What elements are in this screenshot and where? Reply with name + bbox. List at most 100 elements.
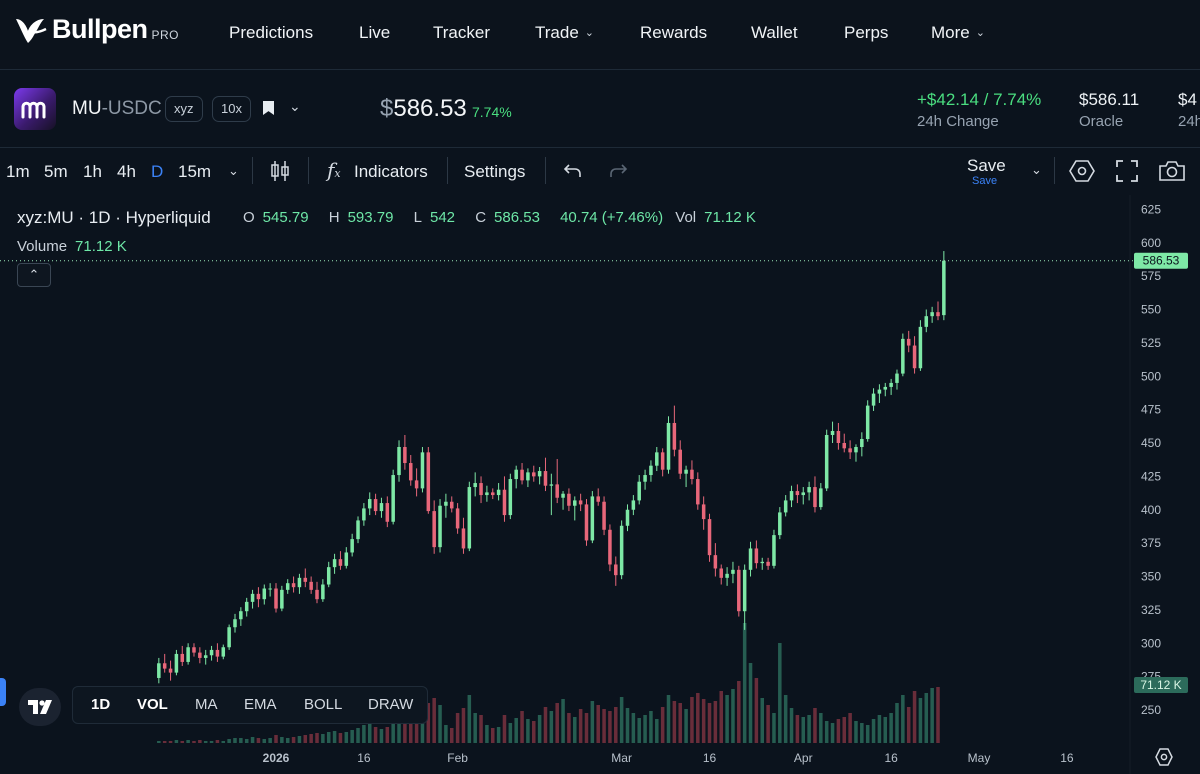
nav-tracker[interactable]: Tracker <box>433 23 490 43</box>
nav-predictions[interactable]: Predictions <box>229 23 313 43</box>
stat-oracle-label: Oracle <box>1079 113 1124 130</box>
candle-body <box>701 504 706 520</box>
chart-settings-icon[interactable] <box>1155 748 1173 766</box>
nav-rewards[interactable]: Rewards <box>640 23 707 43</box>
indicator-vol[interactable]: VOL <box>137 696 168 713</box>
volume-bar <box>385 727 390 743</box>
price-chart[interactable]: 625 600 575 550 525 500 475 450 425 400 375 350 325 3… <box>0 195 1200 774</box>
candle-body <box>877 389 882 394</box>
volume-bar <box>584 713 589 743</box>
candle-body <box>584 504 589 541</box>
candle-body <box>742 569 747 612</box>
volume-bar <box>573 717 577 743</box>
candle-body <box>778 512 782 536</box>
y-axis-tick-label: 350 <box>1141 570 1161 584</box>
nav-wallet[interactable]: Wallet <box>751 23 798 43</box>
volume-bar <box>918 698 923 743</box>
timeframe-1m[interactable]: 1m <box>6 162 30 181</box>
chevron-down-icon: ⌄ <box>584 27 594 39</box>
nav-live[interactable]: Live <box>359 23 390 43</box>
timeframe-1h[interactable]: 1h <box>83 162 102 181</box>
y-axis-tick-label: 300 <box>1141 636 1161 650</box>
nav-more[interactable]: More ⌄ <box>931 23 985 43</box>
indicator-draw[interactable]: DRAW <box>368 696 414 713</box>
y-axis-tick-label: 325 <box>1141 603 1161 617</box>
save-button[interactable]: Save <box>967 156 1006 175</box>
settings-button[interactable]: Settings <box>464 162 526 181</box>
chevron-down-icon[interactable]: ⌄ <box>1031 162 1042 177</box>
volume-bar <box>690 697 694 743</box>
candle-body <box>895 373 899 383</box>
ohlc-open: O 545.79 <box>243 209 317 226</box>
timeframe-4h[interactable]: 4h <box>117 162 136 181</box>
x-axis-tick-label: 16 <box>357 751 371 765</box>
fullscreen-icon[interactable] <box>1116 160 1138 182</box>
bookmark-icon[interactable] <box>263 101 274 115</box>
candle-body <box>748 548 753 570</box>
timeframe-15m[interactable]: 15m <box>178 162 212 181</box>
candle-body <box>936 312 940 317</box>
indicator-boll[interactable]: BOLL <box>304 696 343 713</box>
redo-icon[interactable] <box>608 162 628 180</box>
volume-bar <box>268 738 272 743</box>
trading-pair[interactable]: MU-USDC <box>72 98 162 120</box>
volume-bar <box>731 689 735 743</box>
volume-bar <box>157 741 161 743</box>
volume-bar <box>262 739 267 743</box>
micron-logo-icon <box>14 88 56 130</box>
volume-bar <box>561 699 565 743</box>
candle-body <box>643 475 647 482</box>
nav-label: Tracker <box>433 23 490 42</box>
volume-bar <box>608 711 612 743</box>
volume-bar <box>860 723 864 743</box>
undo-icon[interactable] <box>563 162 583 180</box>
candle-body <box>666 422 671 470</box>
indicator-ma[interactable]: MA <box>195 696 218 713</box>
volume-bar <box>414 718 419 743</box>
candle-body <box>543 471 548 486</box>
side-panel-tab[interactable] <box>0 678 6 706</box>
candle-body <box>854 447 858 453</box>
candle-body <box>315 589 319 600</box>
camera-icon[interactable] <box>1158 159 1186 183</box>
candle-body <box>883 386 888 390</box>
x-axis-tick-label: 2026 <box>263 751 290 765</box>
volume-bar <box>719 691 723 743</box>
volume-bar <box>356 728 360 743</box>
volume-bar <box>713 701 718 743</box>
nav-label: More <box>931 23 970 42</box>
volume-bar <box>707 703 712 743</box>
candle-body <box>162 663 167 669</box>
volume-bar <box>473 713 477 743</box>
stat-24h-volume-label: 24h <box>1178 113 1200 130</box>
volume-bar <box>444 725 448 743</box>
volume-bar <box>326 732 331 743</box>
nav-perps[interactable]: Perps <box>844 23 888 43</box>
candle-body <box>760 561 764 564</box>
candlestick-type-icon[interactable] <box>270 159 290 183</box>
chevron-down-icon[interactable]: ⌄ <box>289 98 301 114</box>
tradingview-logo-icon[interactable] <box>19 688 61 726</box>
function-icon[interactable]: fx <box>327 158 341 182</box>
chart-symbol-title: xyz:MU · 1D · Hyperliquid <box>17 208 211 227</box>
settings-hex-icon[interactable] <box>1069 159 1095 183</box>
chevron-down-icon[interactable]: ⌄ <box>228 163 239 178</box>
timeframe-5m[interactable]: 5m <box>44 162 68 181</box>
nav-label: Rewards <box>640 23 708 42</box>
volume-bar <box>766 705 770 743</box>
volume-bar <box>332 731 337 743</box>
indicator-ema[interactable]: EMA <box>244 696 277 713</box>
brand-logo[interactable]: Bullpen PRO <box>14 14 179 45</box>
leverage-chip[interactable]: 10x <box>212 96 251 122</box>
indicators-button[interactable]: Indicators <box>354 162 428 181</box>
candle-body <box>508 479 513 516</box>
indicator-1d[interactable]: 1D <box>91 696 111 713</box>
timeframe-d[interactable]: D <box>151 162 164 181</box>
volume-bar <box>461 708 466 743</box>
nav-trade[interactable]: Trade ⌄ <box>535 23 594 43</box>
volume-bar <box>432 698 436 743</box>
candle-body <box>684 469 688 474</box>
candle-body <box>672 422 677 450</box>
collapse-legend-button[interactable]: ⌃ <box>17 263 51 287</box>
candle-body <box>631 500 636 510</box>
